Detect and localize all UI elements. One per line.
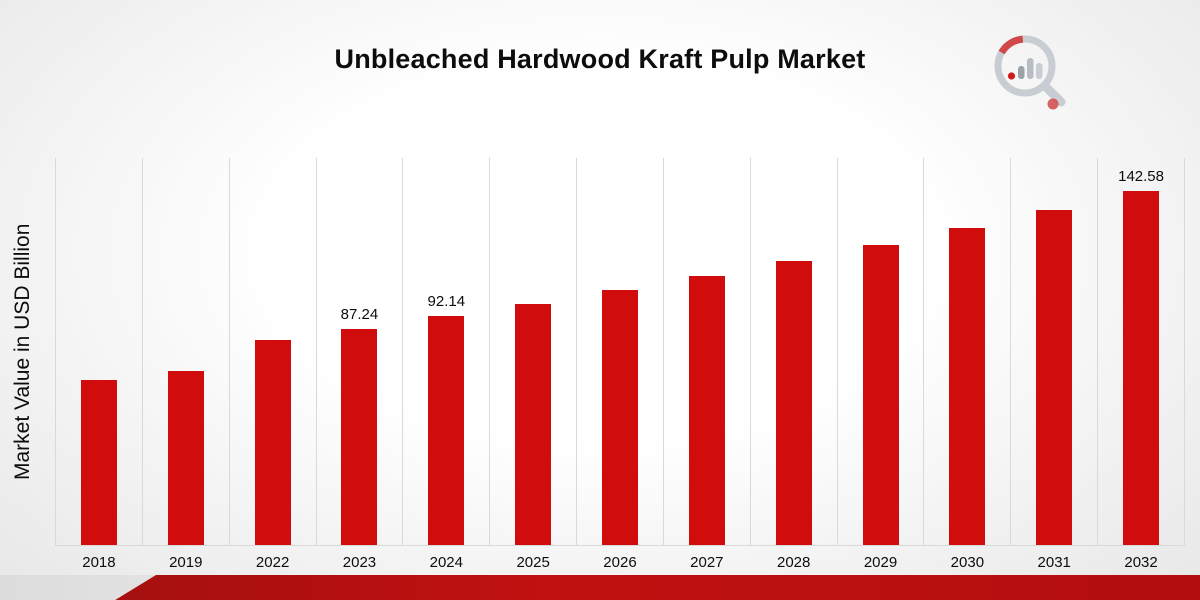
x-axis-tick-label: 2018 xyxy=(82,554,116,571)
x-axis-tick-label: 2029 xyxy=(863,554,898,571)
chart-column-2024: 92.14 2024 xyxy=(402,158,489,571)
bar-2023 xyxy=(341,328,378,545)
x-axis-tick-label: 2031 xyxy=(1037,554,1071,571)
bar-2024 xyxy=(428,316,465,545)
x-axis-tick-label: 2019 xyxy=(169,554,203,571)
chart-column-2025: 2025 xyxy=(489,158,576,571)
x-axis-tick-label: 2024 xyxy=(429,554,463,571)
x-axis-tick-label: 2026 xyxy=(603,554,637,571)
chart-title: Unbleached Hardwood Kraft Pulp Market xyxy=(334,44,866,74)
x-axis-tick-label: 2025 xyxy=(516,554,550,571)
x-axis-tick-label: 2027 xyxy=(690,554,724,571)
bar-2031 xyxy=(1036,210,1073,545)
chart-column-2026: 2026 xyxy=(576,158,663,571)
x-axis-tick-label: 2023 xyxy=(342,554,377,571)
bar-value-label: 87.24 xyxy=(340,305,379,323)
bar-2028 xyxy=(775,260,812,545)
brand-logo xyxy=(987,30,1082,116)
bar-2018 xyxy=(80,379,117,545)
footer-ribbon xyxy=(0,575,1200,600)
y-axis-title: Market Value in USD Billion xyxy=(11,223,34,481)
chart-column-2032: 142.58 2032 xyxy=(1097,158,1185,571)
x-axis-tick-label: 2030 xyxy=(950,554,985,571)
bar-value-label: 142.58 xyxy=(1118,168,1164,186)
bar-2027 xyxy=(688,275,725,545)
bar-2025 xyxy=(515,303,552,545)
chart-column-2022: 2022 xyxy=(228,158,316,571)
bar-2029 xyxy=(862,244,899,545)
bar-columns: 2018 2019 2022 87.24 2023 92.14 2024 2025 2026 20… xyxy=(55,158,1185,571)
bar-2032 xyxy=(1123,191,1160,545)
chart-column-2027: 2027 xyxy=(662,158,750,571)
x-axis-tick-label: 2028 xyxy=(776,554,811,571)
bar-2022 xyxy=(254,340,291,545)
plot-area: 2018 2019 2022 87.24 2023 92.14 2024 2025 2026 20… xyxy=(55,158,1185,571)
chart-column-2029: 2029 xyxy=(836,158,924,571)
bar-2030 xyxy=(949,227,986,545)
bar-2019 xyxy=(167,370,204,545)
chart-column-2018: 2018 xyxy=(55,158,142,571)
footer-red-stripe xyxy=(115,575,1200,600)
chart-column-2023: 87.24 2023 xyxy=(315,158,403,571)
x-axis-tick-label: 2022 xyxy=(255,554,290,571)
x-axis-tick-label: 2032 xyxy=(1124,554,1158,571)
magnifier-chart-icon xyxy=(994,35,1066,110)
bar-value-label: 92.14 xyxy=(427,293,466,311)
chart-column-2019: 2019 xyxy=(141,158,229,571)
chart-column-2031: 2031 xyxy=(1010,158,1097,571)
chart-column-2028: 2028 xyxy=(749,158,837,571)
chart-column-2030: 2030 xyxy=(923,158,1010,571)
bar-2026 xyxy=(601,290,638,545)
